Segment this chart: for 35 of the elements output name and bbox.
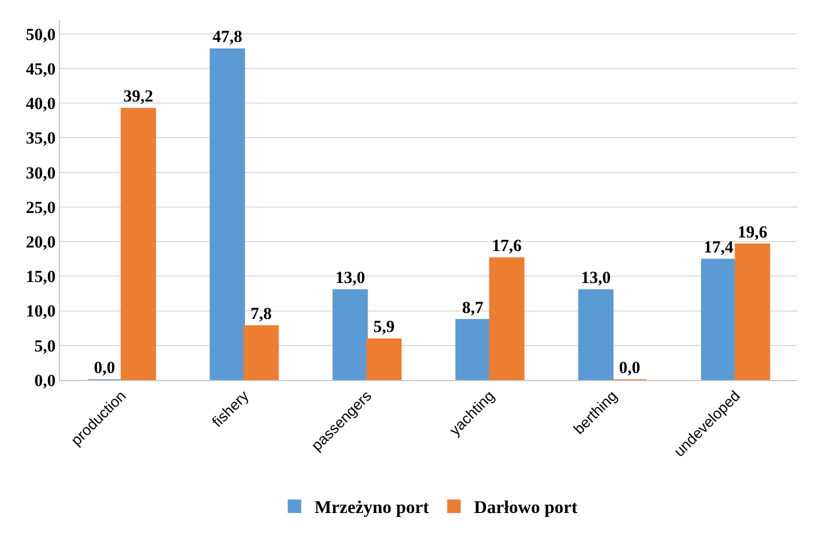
y-tick-label: 25,0 <box>26 198 56 217</box>
y-tick-label: 30,0 <box>26 163 56 182</box>
y-tick-label: 20,0 <box>26 232 56 252</box>
bar <box>244 325 279 380</box>
bar <box>455 319 491 380</box>
data-label: 7,8 <box>250 304 272 323</box>
bar <box>701 258 736 380</box>
data-label: 47,8 <box>212 27 242 46</box>
bar <box>578 289 614 380</box>
data-label: 8,7 <box>462 298 484 317</box>
y-tick-label: 5,0 <box>34 336 56 356</box>
bar <box>489 257 524 380</box>
y-tick-label: 45,0 <box>26 59 56 78</box>
y-tick-label: 50,0 <box>26 24 56 44</box>
legend-label: Mrzeżyno port <box>314 497 429 518</box>
data-label: 13,0 <box>580 268 611 287</box>
data-label: 17,6 <box>492 236 522 256</box>
data-label: 0,0 <box>619 358 640 377</box>
bar <box>210 48 245 380</box>
bar <box>366 338 402 380</box>
data-label: 5,9 <box>373 317 395 336</box>
bar <box>120 108 156 380</box>
y-tick-label: 10,0 <box>26 302 56 321</box>
y-tick-label: 40,0 <box>26 94 56 114</box>
bar <box>332 289 368 380</box>
data-label: 39,2 <box>123 86 154 106</box>
data-label: 0,0 <box>94 358 116 377</box>
y-tick-label: 35,0 <box>26 128 56 148</box>
data-label: 19,6 <box>738 222 768 242</box>
y-tick-label: 0,0 <box>34 370 56 390</box>
data-label: 17,4 <box>704 238 734 257</box>
data-label: 13,0 <box>335 268 366 287</box>
y-tick-label: 15,0 <box>26 267 56 286</box>
bar <box>734 244 770 380</box>
legend-label: Darłowo port <box>474 497 578 518</box>
